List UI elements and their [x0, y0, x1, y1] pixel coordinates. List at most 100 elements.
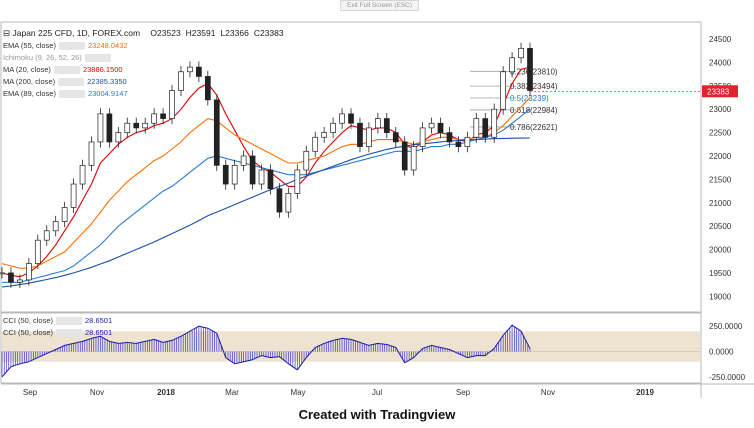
- indicator-controls-icon[interactable]: [58, 90, 85, 99]
- indicator-label: EMA (89, close): [3, 89, 56, 98]
- price-candle: [330, 122, 336, 133]
- price-candle: [88, 141, 95, 166]
- exit-fullscreen-button[interactable]: Exit Full Screen (ESC): [340, 0, 420, 11]
- price-candle: [61, 207, 68, 222]
- time-tick-label: May: [290, 388, 305, 397]
- price-candle: [500, 71, 507, 110]
- price-candle: [410, 146, 417, 171]
- price-tick-label: 21500: [709, 175, 732, 184]
- cci-tick-label: 250.0000: [709, 322, 743, 331]
- price-candle: [52, 221, 59, 232]
- price-candle: [285, 193, 292, 213]
- indicator-controls-icon[interactable]: [58, 78, 85, 87]
- price-candle: [187, 66, 193, 73]
- indicator-controls-icon[interactable]: [56, 317, 83, 326]
- price-candle: [518, 48, 524, 59]
- price-candle: [401, 141, 408, 171]
- cci-value: 28.6501: [85, 328, 113, 337]
- price-candle: [169, 90, 175, 119]
- fib-level-label: 0.786(22621): [510, 123, 558, 132]
- price-candle: [383, 118, 390, 133]
- indicator-controls-icon[interactable]: [56, 329, 83, 338]
- price-tick-label: 24000: [709, 58, 732, 67]
- price-tick-label: 20500: [709, 222, 732, 231]
- price-tick-label: 22500: [709, 129, 732, 138]
- price-candle: [142, 122, 149, 129]
- indicator-value: 23004.9147: [87, 89, 128, 98]
- time-tick-label: Sep: [456, 388, 471, 397]
- price-candle: [473, 118, 480, 138]
- price-tick-label: 22000: [709, 152, 732, 161]
- indicator-controls-icon[interactable]: [58, 42, 85, 51]
- indicator-value: 23886.1500: [82, 65, 123, 74]
- time-tick-label: Nov: [541, 388, 555, 397]
- indicator-controls-icon[interactable]: [84, 54, 111, 63]
- price-tick-label: 19000: [709, 292, 732, 301]
- indicator-controls-icon[interactable]: [53, 66, 80, 75]
- price-candle: [312, 136, 319, 152]
- indicator-legend-ma200[interactable]: MA (200, close) 22385.3350: [3, 77, 127, 87]
- price-candle: [366, 127, 372, 147]
- indicator-label: Ichimoku (9, 26, 52, 26): [3, 53, 82, 62]
- price-candle: [8, 272, 14, 283]
- cci-tick-label: -250.0000: [709, 373, 746, 382]
- indicator-line: [1, 66, 531, 278]
- collapse-icon[interactable]: ⊟: [3, 28, 11, 38]
- price-candle: [70, 183, 77, 208]
- indicator-legend-ma20[interactable]: MA (20, close) 23886.1500: [3, 65, 123, 75]
- price-candle: [222, 164, 229, 185]
- price-candle: [303, 150, 310, 171]
- time-tick-label: Sep: [23, 388, 38, 397]
- ohlc-close: C23383: [253, 28, 284, 38]
- indicator-legend-ema55[interactable]: EMA (55, close) 23248.0432: [3, 41, 128, 51]
- current-price-label: 23383: [707, 87, 730, 96]
- indicator-legend-ema89[interactable]: EMA (89, close) 23004.9147: [3, 89, 128, 99]
- price-candle: [231, 164, 238, 185]
- time-tick-label: 2018: [157, 388, 175, 397]
- price-candle: [43, 230, 50, 241]
- price-tick-label: 19500: [709, 269, 732, 278]
- symbol-header: ⊟ Japan 225 CFD, 1D, FOREX.com O23523 H23…: [3, 28, 289, 39]
- series-layer: [1, 66, 531, 288]
- price-candle: [97, 113, 104, 143]
- price-tick-label: 21000: [709, 199, 732, 208]
- cci-legend-2[interactable]: CCI (50, close) 28.6501: [3, 328, 113, 338]
- time-tick-label: 2019: [636, 388, 654, 397]
- price-candle: [178, 71, 184, 91]
- price-candle: [509, 57, 515, 73]
- price-candle: [106, 113, 113, 143]
- price-candle: [267, 169, 274, 190]
- price-candle: [204, 76, 211, 101]
- time-axis: Sep Nov 2018 Mar May Jul Sep Nov 2019: [23, 388, 655, 397]
- price-candle: [249, 155, 256, 185]
- price-candle: [464, 136, 471, 147]
- price-tick-label: 23000: [709, 105, 732, 114]
- price-tick-label: 24500: [709, 35, 732, 44]
- price-candle: [240, 155, 247, 166]
- price-candle: [213, 99, 220, 166]
- fib-level-label: 0.618(22984): [510, 106, 558, 115]
- price-axis: 2450024000235002300022500220002150021000…: [702, 35, 738, 301]
- indicator-label: MA (200, close): [3, 77, 56, 86]
- price-candle: [115, 132, 122, 143]
- fib-level-label: 0.382(23494): [510, 82, 558, 91]
- price-candle: [258, 169, 265, 185]
- price-candle: [294, 169, 301, 194]
- ohlc-high: H23591: [185, 28, 216, 38]
- cci-layer: 250.0000 0.0000 -250.0000: [1, 322, 746, 382]
- price-candle: [151, 113, 157, 124]
- price-candle: [25, 263, 32, 281]
- cci-legend-1[interactable]: CCI (50, close) 28.6501: [3, 316, 112, 326]
- price-candle: [419, 127, 426, 147]
- price-candle: [357, 122, 363, 147]
- indicator-label: EMA (55, close): [3, 41, 56, 50]
- price-candle: [124, 122, 131, 133]
- indicator-line: [1, 137, 531, 288]
- current-price-badge: [702, 85, 738, 98]
- price-candle: [375, 118, 381, 129]
- indicator-legend-ichimoku[interactable]: Ichimoku (9, 26, 52, 26): [3, 53, 114, 63]
- price-candle: [437, 122, 444, 133]
- price-candle: [491, 108, 498, 138]
- price-candle: [276, 188, 283, 213]
- ohlc-open: O23523: [150, 28, 181, 38]
